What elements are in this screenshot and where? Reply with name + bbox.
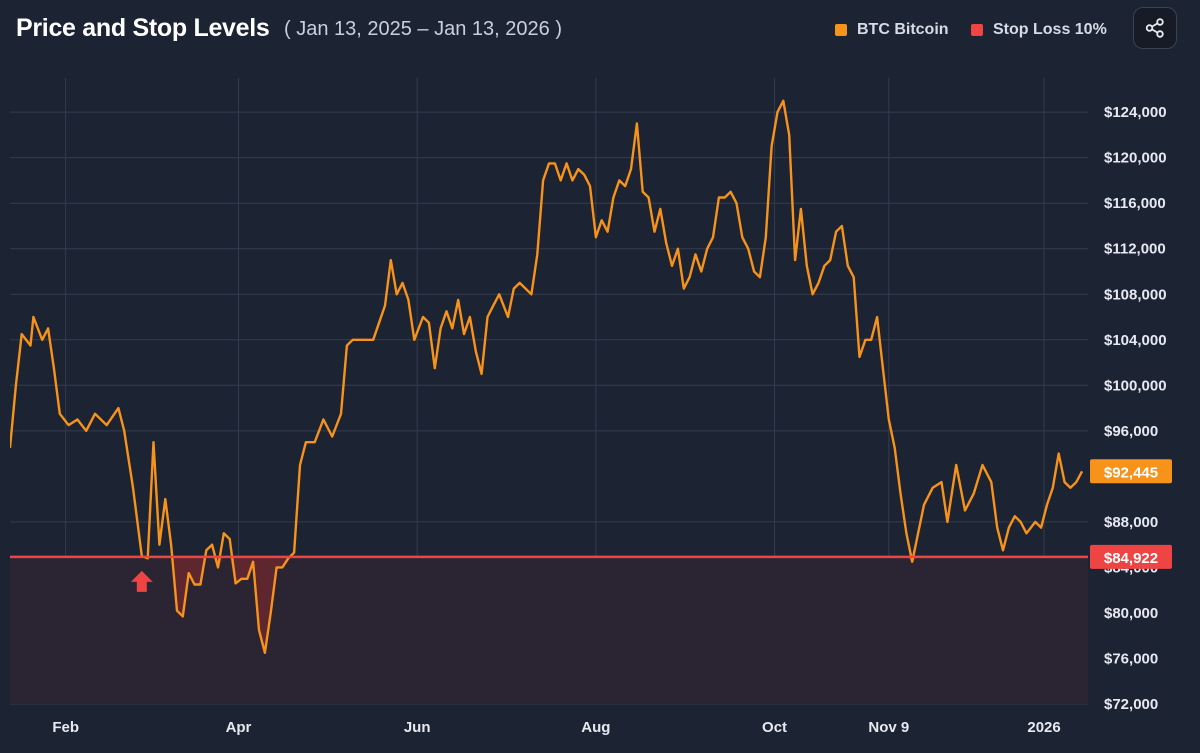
stop-price-tag-text: $84,922 [1104,550,1158,567]
x-tick-label: Feb [52,719,79,736]
x-tick-label: Nov 9 [868,719,909,736]
current-price-tag: $92,445 [1090,459,1172,484]
page-title: Price and Stop Levels [16,14,270,42]
share-button[interactable] [1133,7,1177,49]
y-tick-label: $108,000 [1104,286,1167,303]
y-tick-label: $76,000 [1104,650,1158,667]
y-tick-label: $124,000 [1104,104,1167,121]
x-tick-label: Apr [226,719,252,736]
legend-item-stop-loss[interactable]: Stop Loss 10% [971,21,1107,39]
share-icon [1145,18,1164,38]
x-tick-label: 2026 [1027,719,1060,736]
date-range: ( Jan 13, 2025 – Jan 13, 2026 ) [284,18,562,40]
stop-price-tag-bg [1090,544,1172,569]
y-tick-label: $116,000 [1104,195,1166,212]
current-price-tag-bg [1090,459,1172,484]
y-tick-label: $80,000 [1104,605,1158,622]
x-tick-label: Jun [404,719,431,736]
y-axis: $72,000$76,000$80,000$84,000$88,000$96,0… [1104,104,1167,713]
current-price-tag-text: $92,445 [1104,464,1158,481]
x-tick-label: Aug [581,719,610,736]
stop-hit-arrow-icon [130,570,153,592]
x-axis: Feb Apr Jun Aug Oct Nov 9 2026 [52,719,1060,736]
y-tick-label: $100,000 [1104,377,1167,394]
legend-swatch-stop-loss [971,24,983,36]
stop-zone [10,556,1088,704]
y-tick-label: $112,000 [1104,241,1166,258]
price-line [10,99,1084,654]
legend-label-stop-loss: Stop Loss 10% [993,21,1107,38]
y-tick-label: $72,000 [1104,696,1158,713]
x-tick-label: Oct [762,719,787,736]
legend-swatch-btc [835,24,847,36]
legend-item-btc[interactable]: BTC Bitcoin [835,21,949,39]
y-tick-label: $104,000 [1104,332,1167,349]
stop-price-tag: $84,922 [1090,544,1172,569]
y-tick-label: $120,000 [1104,150,1167,167]
y-tick-label: $96,000 [1104,423,1158,440]
legend-label-btc: BTC Bitcoin [857,21,949,38]
y-tick-label: $88,000 [1104,514,1158,531]
